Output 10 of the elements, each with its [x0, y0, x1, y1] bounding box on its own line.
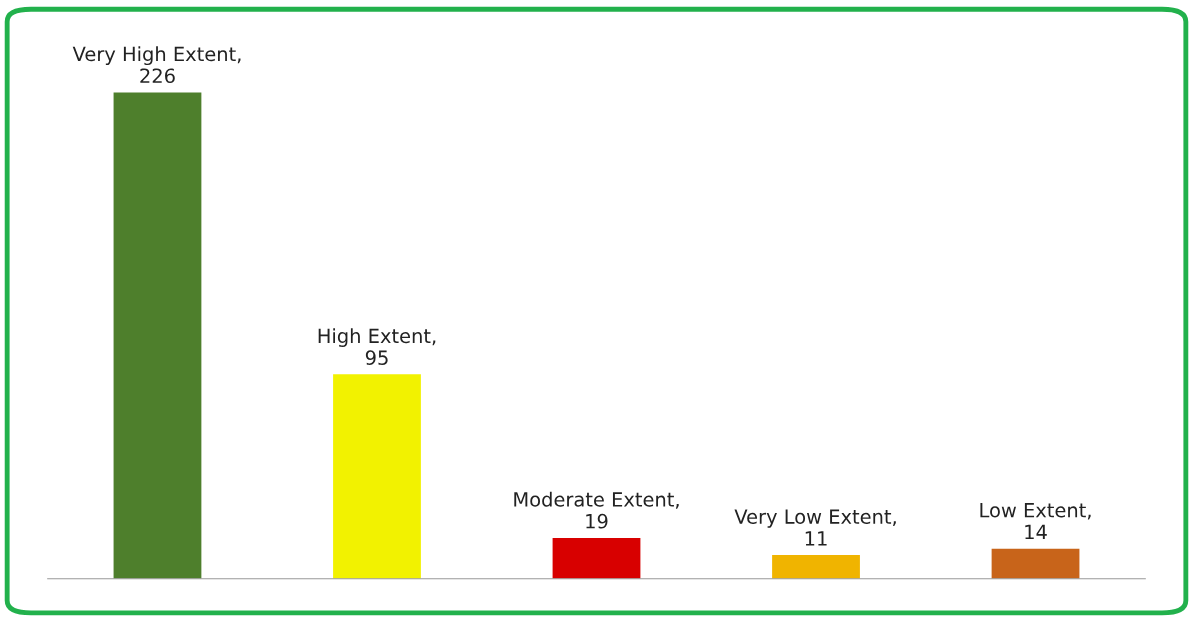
- data-label: Low Extent, 14: [980, 503, 1091, 540]
- bar: [772, 555, 860, 579]
- data-label: Moderate Extent, 19: [514, 491, 679, 529]
- data-label: Very High Extent, 226: [72, 46, 241, 84]
- data-label: Very Low Extent, 11: [734, 509, 896, 546]
- bar: [552, 537, 641, 579]
- bar: [113, 92, 202, 579]
- bar: [991, 548, 1080, 579]
- bar: [333, 374, 421, 579]
- data-label: High Extent, 95: [318, 328, 436, 365]
